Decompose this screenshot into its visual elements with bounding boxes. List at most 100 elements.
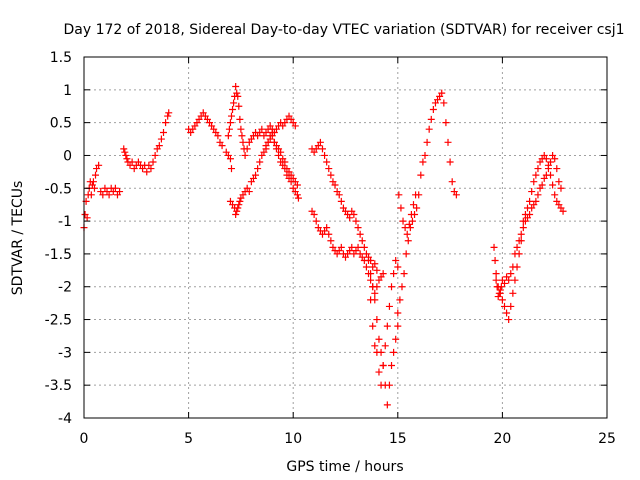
data-point: [385, 381, 393, 389]
data-point: [390, 348, 398, 356]
x-tick-label: 10: [284, 431, 302, 447]
data-point: [327, 237, 335, 245]
y-tick-label: -1.5: [45, 247, 72, 263]
data-point: [551, 155, 559, 163]
data-point: [532, 197, 540, 205]
data-point: [239, 138, 247, 146]
data-point: [325, 230, 333, 238]
data-point: [429, 106, 437, 114]
data-point: [159, 128, 167, 136]
data-point: [254, 165, 262, 173]
data-point: [513, 243, 521, 251]
data-point: [375, 368, 383, 376]
data-point: [92, 171, 100, 179]
data-point: [557, 184, 565, 192]
data-point: [402, 250, 410, 258]
data-point: [232, 211, 240, 219]
data-point: [369, 283, 377, 291]
data-point: [310, 211, 318, 219]
data-point: [534, 191, 542, 199]
x-tick-label: 25: [598, 431, 616, 447]
data-point: [331, 181, 339, 189]
data-point: [95, 161, 103, 169]
x-axis-label: GPS time / hours: [286, 459, 403, 475]
data-point: [294, 194, 302, 202]
data-point: [392, 335, 400, 343]
data-point: [379, 270, 387, 278]
grid-lines: [84, 57, 607, 418]
data-point: [226, 119, 234, 127]
data-point: [379, 361, 387, 369]
data-point: [165, 109, 173, 117]
data-point: [400, 270, 408, 278]
data-point: [444, 138, 452, 146]
data-point: [116, 188, 124, 196]
data-points: [80, 83, 567, 409]
data-point: [383, 401, 391, 409]
data-point: [505, 276, 513, 284]
data-point: [371, 342, 379, 350]
y-tick-label: -3.5: [45, 378, 72, 394]
data-point: [371, 289, 379, 297]
data-point: [388, 283, 396, 291]
data-point: [337, 197, 345, 205]
data-point: [373, 266, 381, 274]
data-point: [511, 276, 519, 284]
data-point: [528, 188, 536, 196]
data-point: [494, 283, 502, 291]
data-point: [412, 191, 420, 199]
y-tick-label: -3: [58, 345, 72, 361]
y-tick-label: 0: [63, 148, 72, 164]
data-point: [553, 165, 561, 173]
data-point: [238, 132, 246, 140]
data-point: [381, 342, 389, 350]
data-point: [350, 211, 358, 219]
data-point: [396, 296, 404, 304]
data-point: [373, 316, 381, 324]
data-point: [492, 270, 500, 278]
data-point: [440, 99, 448, 107]
data-point: [235, 102, 243, 110]
data-point: [530, 178, 538, 186]
data-point: [403, 230, 411, 238]
data-point: [542, 155, 550, 163]
data-point: [388, 361, 396, 369]
data-point: [264, 138, 272, 146]
data-point: [547, 158, 555, 166]
data-point: [277, 148, 285, 156]
data-point: [507, 302, 515, 310]
data-point: [123, 155, 131, 163]
data-point: [337, 243, 345, 251]
data-point: [321, 151, 329, 159]
data-point: [383, 322, 391, 330]
data-point: [423, 138, 431, 146]
data-point: [367, 276, 375, 284]
data-point: [356, 230, 364, 238]
data-point: [425, 125, 433, 133]
data-point: [234, 204, 242, 212]
y-axis-label: SDTVAR / TECUs: [10, 181, 26, 296]
data-point: [442, 119, 450, 127]
data-point: [446, 158, 454, 166]
data-point: [122, 151, 130, 159]
data-point: [538, 181, 546, 189]
data-point: [226, 155, 234, 163]
data-point: [509, 289, 517, 297]
data-point: [365, 256, 373, 264]
data-point: [438, 89, 446, 97]
data-point: [293, 191, 301, 199]
data-point: [149, 158, 157, 166]
data-point: [243, 145, 251, 153]
data-point: [369, 322, 377, 330]
data-point: [234, 92, 242, 100]
data-point: [354, 224, 362, 232]
data-point: [526, 197, 534, 205]
data-point: [335, 191, 343, 199]
data-point: [392, 256, 400, 264]
data-point: [492, 276, 500, 284]
axis-ticks: 0 5 10 15 20 25 1.5 1 0.5 0 -0.5 -1 -1.5 -2 -2.5 -3 -3.5…: [45, 50, 616, 447]
chart-title: Day 172 of 2018, Sidereal Day-to-day VTE…: [63, 22, 624, 38]
data-point: [233, 207, 241, 215]
data-point: [503, 309, 511, 317]
